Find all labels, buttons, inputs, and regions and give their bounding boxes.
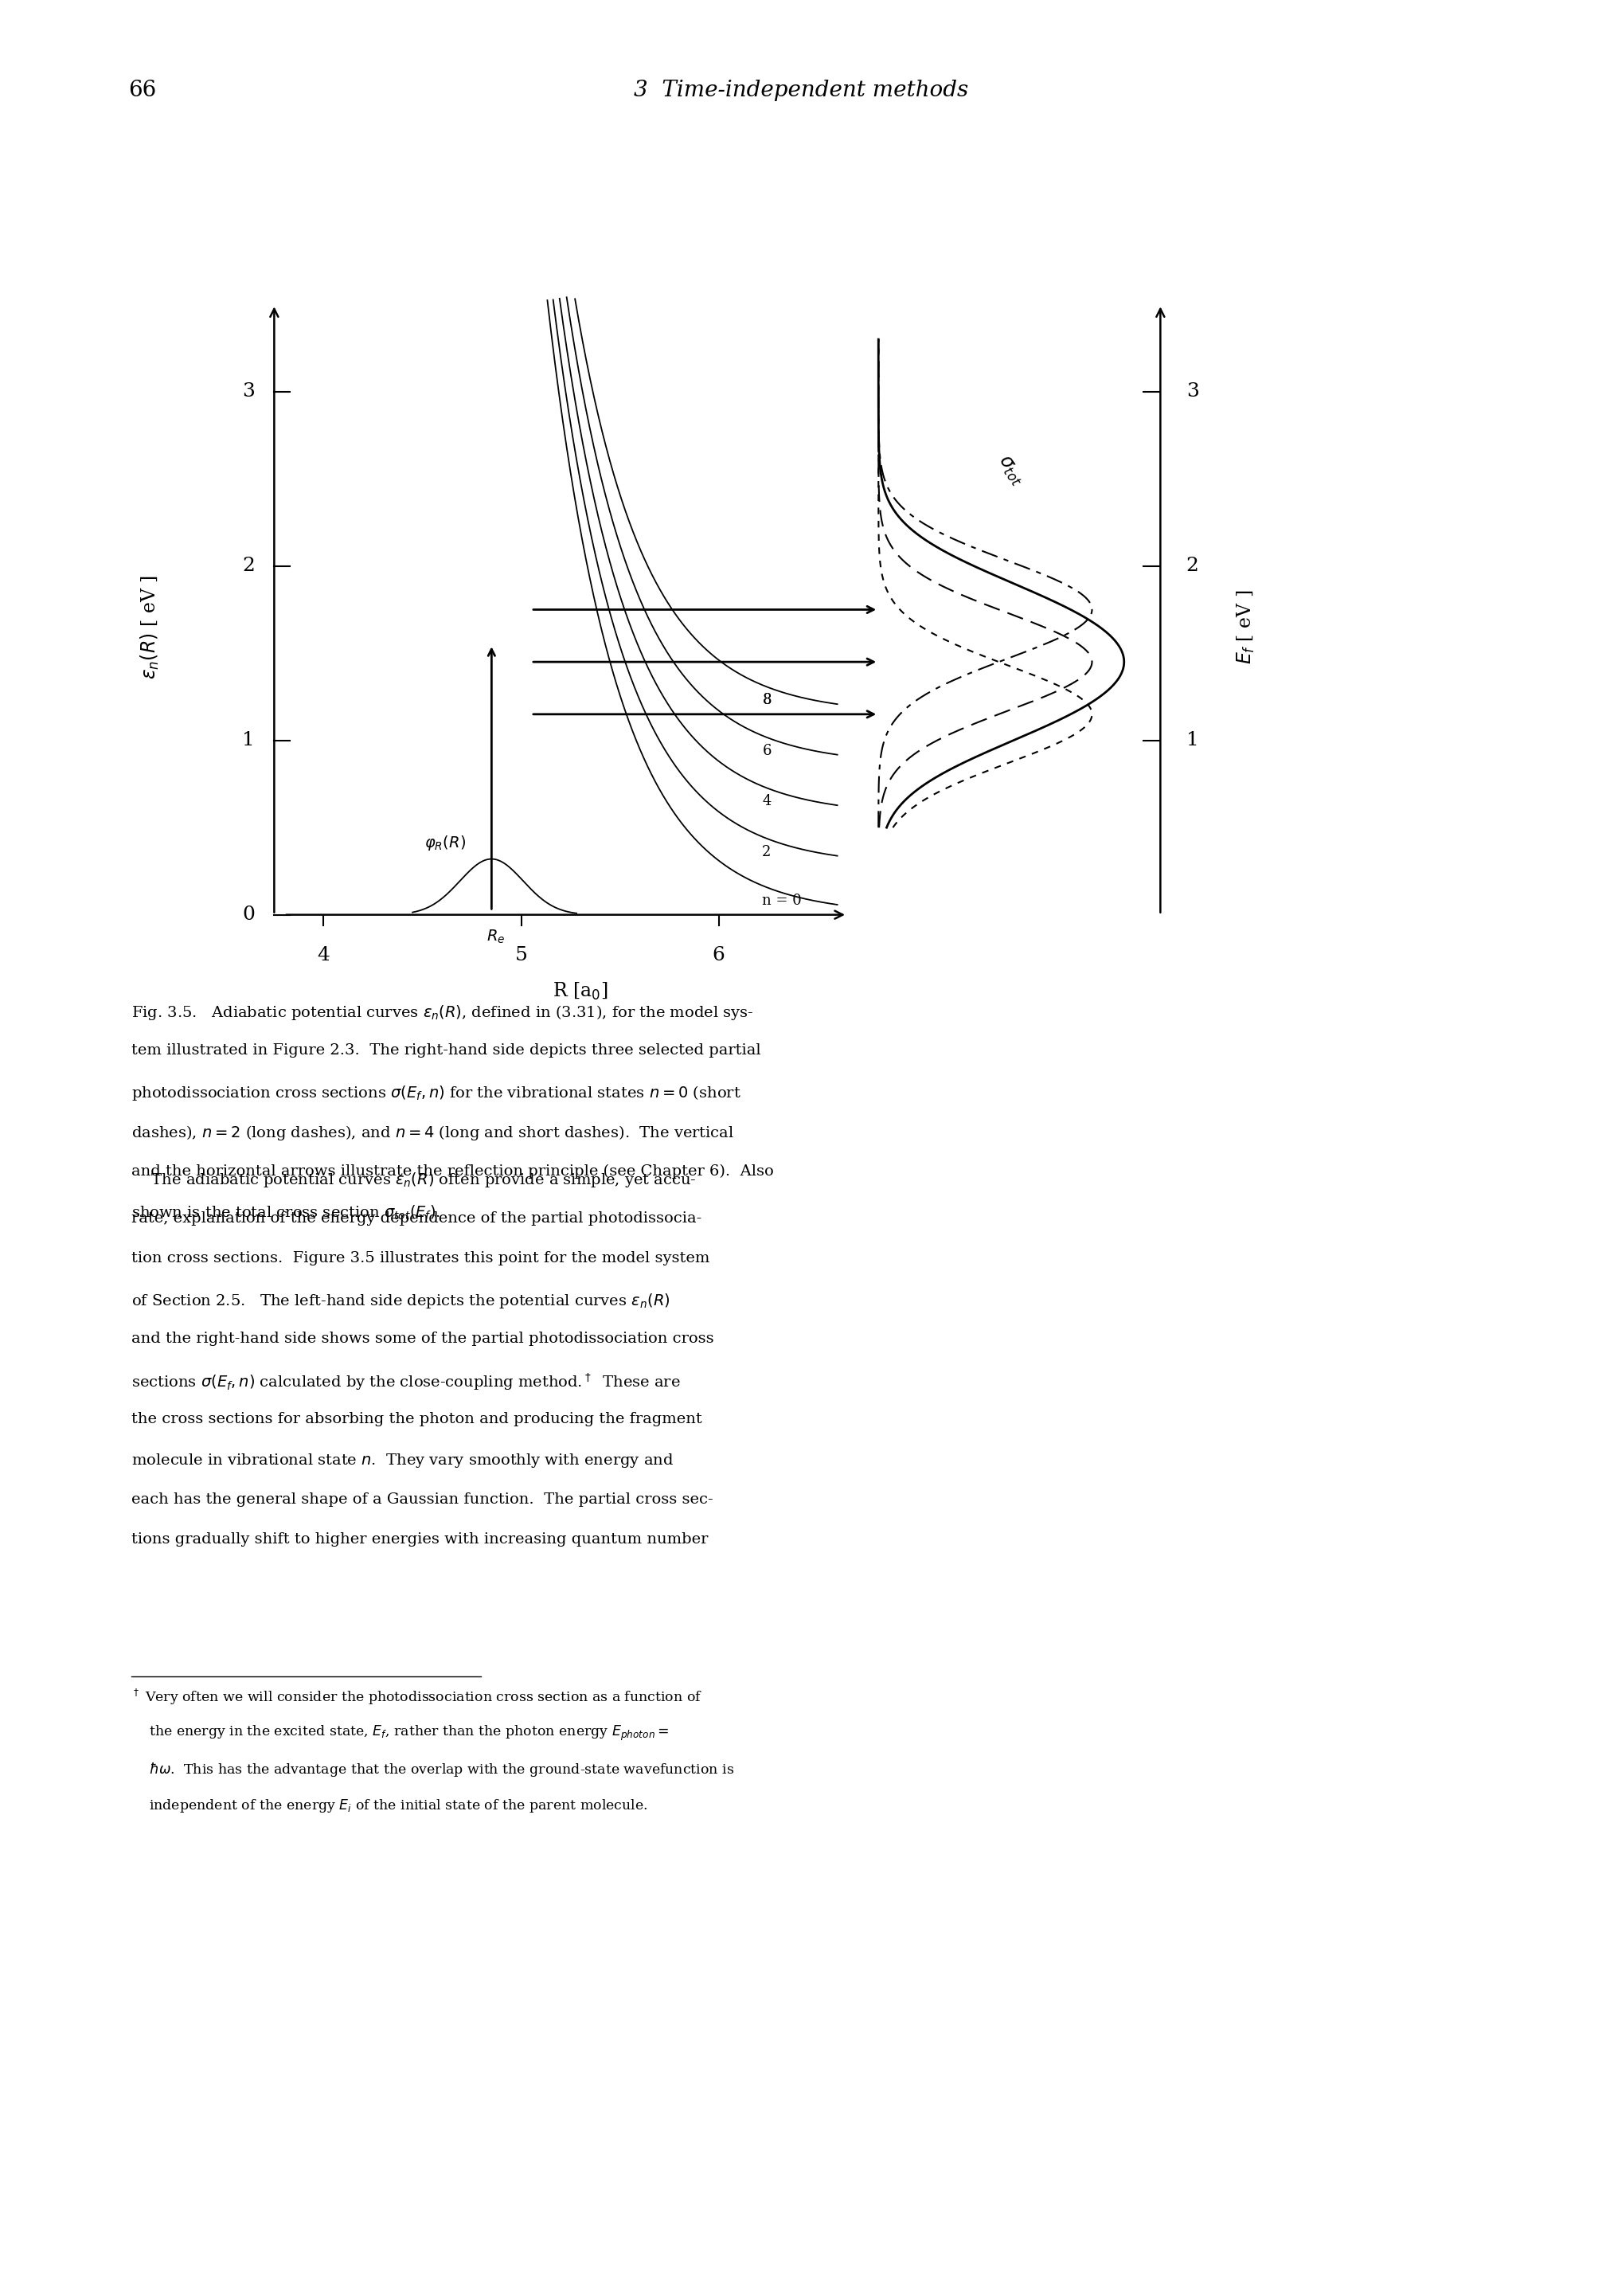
Text: the cross sections for absorbing the photon and producing the fragment: the cross sections for absorbing the pho… (131, 1412, 702, 1426)
Text: the energy in the excited state, $E_f$, rather than the photon energy $E_{photon: the energy in the excited state, $E_f$, … (131, 1724, 670, 1743)
Text: independent of the energy $E_i$ of the initial state of the parent molecule.: independent of the energy $E_i$ of the i… (131, 1798, 647, 1814)
Text: of Section 2.5.   The left-hand side depicts the potential curves $\varepsilon_n: of Section 2.5. The left-hand side depic… (131, 1290, 670, 1309)
Text: 3: 3 (1185, 383, 1198, 402)
Text: each has the general shape of a Gaussian function.  The partial cross sec-: each has the general shape of a Gaussian… (131, 1492, 713, 1506)
Text: $\hbar\omega$.  This has the advantage that the overlap with the ground-state wa: $\hbar\omega$. This has the advantage th… (131, 1761, 734, 1779)
Text: dashes), $n = 2$ (long dashes), and $n = 4$ (long and short dashes).  The vertic: dashes), $n = 2$ (long dashes), and $n =… (131, 1125, 734, 1141)
Text: 2: 2 (242, 558, 255, 576)
Text: R [a$_0$]: R [a$_0$] (553, 980, 609, 1001)
Text: $\varphi_R(R)$: $\varphi_R(R)$ (425, 833, 466, 852)
Text: tion cross sections.  Figure 3.5 illustrates this point for the model system: tion cross sections. Figure 3.5 illustra… (131, 1251, 710, 1265)
Text: 6: 6 (713, 946, 726, 964)
Text: 3: 3 (242, 383, 255, 402)
Text: 2: 2 (1185, 558, 1198, 576)
Text: rate, explanation of the energy dependence of the partial photodissocia-: rate, explanation of the energy dependen… (131, 1212, 702, 1226)
Text: tem illustrated in Figure 2.3.  The right-hand side depicts three selected parti: tem illustrated in Figure 2.3. The right… (131, 1042, 761, 1058)
Text: 66: 66 (128, 80, 157, 101)
Text: $^\dagger$ Very often we will consider the photodissociation cross section as a : $^\dagger$ Very often we will consider t… (131, 1688, 702, 1706)
Text: 0: 0 (242, 905, 255, 923)
Text: and the right-hand side shows some of the partial photodissociation cross: and the right-hand side shows some of th… (131, 1332, 714, 1345)
Text: 6: 6 (763, 744, 772, 758)
Text: $R_e$: $R_e$ (487, 928, 505, 946)
Text: molecule in vibrational state $n$.  They vary smoothly with energy and: molecule in vibrational state $n$. They … (131, 1453, 674, 1469)
Text: 3  Time-independent methods: 3 Time-independent methods (634, 80, 968, 101)
Text: 8: 8 (763, 693, 772, 707)
Text: 8: 8 (763, 693, 772, 707)
Text: 1: 1 (242, 730, 255, 748)
Text: 1: 1 (1185, 730, 1198, 748)
Text: n = 0: n = 0 (763, 893, 803, 907)
Text: 4: 4 (317, 946, 330, 964)
Text: shown is the total cross section $\sigma_{tot}(E_f)$.: shown is the total cross section $\sigma… (131, 1205, 441, 1221)
Text: and the horizontal arrows illustrate the reflection principle (see Chapter 6).  : and the horizontal arrows illustrate the… (131, 1164, 774, 1178)
Text: 4: 4 (763, 794, 771, 808)
Text: $\varepsilon_n(R)$ [ eV ]: $\varepsilon_n(R)$ [ eV ] (139, 574, 160, 680)
Text: $E_f$ [ eV ]: $E_f$ [ eV ] (1235, 590, 1256, 664)
Text: 5: 5 (514, 946, 527, 964)
Text: photodissociation cross sections $\sigma(E_f,n)$ for the vibrational states $n =: photodissociation cross sections $\sigma… (131, 1084, 742, 1102)
Text: The adiabatic potential curves $\varepsilon_n(R)$ often provide a simple, yet ac: The adiabatic potential curves $\varepsi… (131, 1171, 697, 1189)
Text: tions gradually shift to higher energies with increasing quantum number: tions gradually shift to higher energies… (131, 1534, 708, 1548)
Text: $\sigma_{tot}$: $\sigma_{tot}$ (993, 452, 1028, 489)
Text: sections $\sigma(E_f, n)$ calculated by the close-coupling method.$^\dagger$  Th: sections $\sigma(E_f, n)$ calculated by … (131, 1373, 681, 1391)
Text: Fig. 3.5.   Adiabatic potential curves $\varepsilon_n(R)$, defined in (3.31), fo: Fig. 3.5. Adiabatic potential curves $\v… (131, 1003, 753, 1022)
Text: 2: 2 (763, 845, 771, 859)
